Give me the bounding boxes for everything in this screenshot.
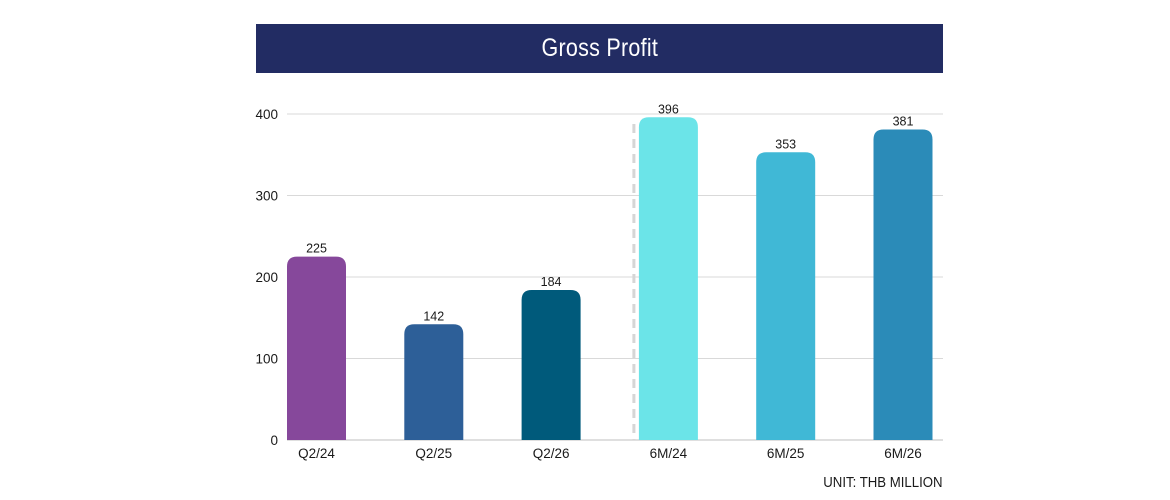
y-tick-label: 100	[255, 352, 278, 367]
x-tick-label: Q2/26	[533, 446, 570, 461]
data-label: 353	[775, 137, 796, 151]
bar-q2-24	[287, 256, 346, 440]
chart-title: Gross Profit	[541, 34, 658, 62]
y-tick-label: 400	[255, 107, 278, 122]
bar-6m-24	[638, 117, 698, 440]
x-tick-label: 6M/25	[767, 446, 805, 461]
data-label: 225	[306, 242, 327, 256]
data-label: 142	[423, 309, 444, 323]
bar-q2-26	[521, 290, 581, 440]
x-tick-label: Q2/25	[415, 446, 452, 461]
y-tick-label: 200	[255, 270, 278, 285]
data-label: 184	[541, 275, 562, 289]
x-tick-label: Q2/24	[298, 446, 335, 461]
chart-title-bar: Gross Profit	[256, 24, 943, 73]
y-tick-label: 0	[270, 433, 278, 448]
bar-6m-26	[873, 129, 933, 441]
data-label: 381	[893, 114, 914, 128]
x-tick-label: 6M/24	[650, 446, 688, 461]
y-tick-label: 300	[255, 189, 278, 204]
bar-q2-25	[404, 324, 464, 440]
unit-label: UNIT: THB MILLION	[823, 474, 943, 491]
x-tick-label: 6M/26	[884, 446, 922, 461]
bar-6m-25	[756, 152, 816, 440]
data-label: 396	[658, 102, 679, 116]
